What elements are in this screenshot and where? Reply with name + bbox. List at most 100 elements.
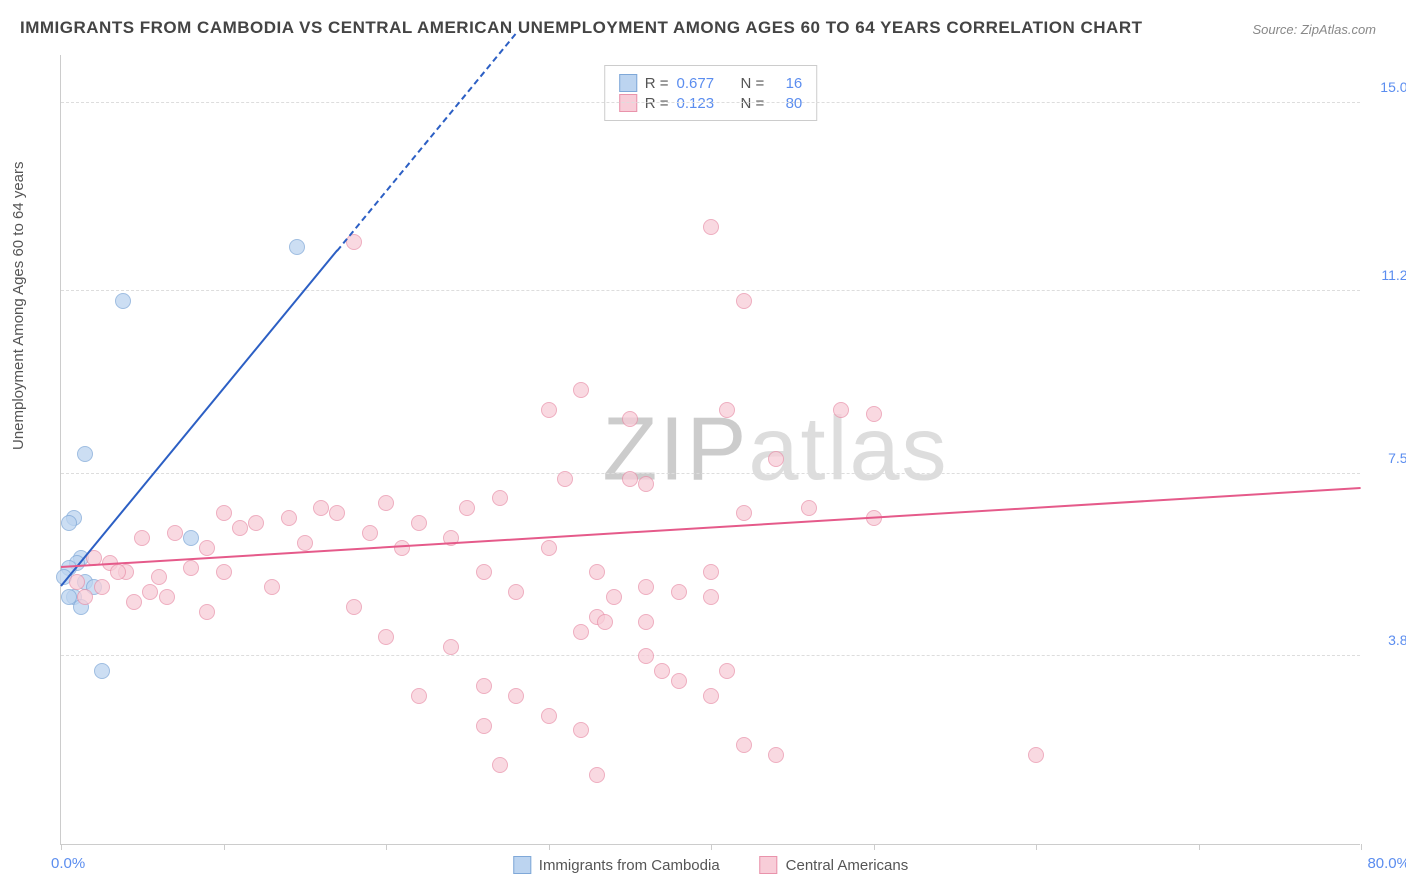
data-point bbox=[77, 589, 93, 605]
data-point bbox=[216, 505, 232, 521]
data-point bbox=[589, 564, 605, 580]
data-point bbox=[248, 515, 264, 531]
data-point bbox=[94, 663, 110, 679]
data-point bbox=[508, 688, 524, 704]
x-axis-min-label: 0.0% bbox=[51, 855, 85, 872]
x-tick-mark bbox=[224, 844, 225, 850]
data-point bbox=[476, 564, 492, 580]
grid-line bbox=[61, 655, 1360, 656]
data-point bbox=[411, 688, 427, 704]
data-point bbox=[362, 525, 378, 541]
data-point bbox=[589, 767, 605, 783]
data-point bbox=[199, 604, 215, 620]
data-point bbox=[459, 500, 475, 516]
legend-swatch bbox=[760, 856, 778, 874]
data-point bbox=[703, 589, 719, 605]
x-tick-mark bbox=[711, 844, 712, 850]
x-tick-mark bbox=[874, 844, 875, 850]
data-point bbox=[94, 579, 110, 595]
chart-plot-area: ZIPatlas R =0.677N =16R =0.123N =80 Immi… bbox=[60, 55, 1360, 845]
data-point bbox=[703, 688, 719, 704]
grid-line bbox=[61, 102, 1360, 103]
data-point bbox=[289, 239, 305, 255]
legend-item: Central Americans bbox=[760, 856, 909, 874]
correlation-legend: R =0.677N =16R =0.123N =80 bbox=[604, 65, 818, 121]
data-point bbox=[541, 540, 557, 556]
y-tick-label: 11.2% bbox=[1365, 267, 1406, 283]
data-point bbox=[573, 722, 589, 738]
data-point bbox=[394, 540, 410, 556]
data-point bbox=[61, 515, 77, 531]
data-point bbox=[492, 490, 508, 506]
data-point bbox=[183, 530, 199, 546]
data-point bbox=[443, 639, 459, 655]
data-point bbox=[557, 471, 573, 487]
legend-n-label: N = bbox=[741, 75, 765, 92]
data-point bbox=[151, 569, 167, 585]
data-point bbox=[142, 584, 158, 600]
data-point bbox=[801, 500, 817, 516]
trend-line bbox=[336, 33, 516, 252]
data-point bbox=[378, 495, 394, 511]
data-point bbox=[329, 505, 345, 521]
x-tick-mark bbox=[1199, 844, 1200, 850]
y-tick-label: 3.8% bbox=[1365, 632, 1406, 648]
data-point bbox=[313, 500, 329, 516]
y-tick-label: 15.0% bbox=[1365, 79, 1406, 95]
y-axis-label: Unemployment Among Ages 60 to 64 years bbox=[10, 161, 27, 450]
data-point bbox=[703, 219, 719, 235]
data-point bbox=[638, 614, 654, 630]
data-point bbox=[654, 663, 670, 679]
x-tick-mark bbox=[1361, 844, 1362, 850]
data-point bbox=[736, 737, 752, 753]
y-tick-label: 7.5% bbox=[1365, 450, 1406, 466]
data-point bbox=[671, 673, 687, 689]
data-point bbox=[167, 525, 183, 541]
x-tick-mark bbox=[1036, 844, 1037, 850]
data-point bbox=[77, 446, 93, 462]
data-point bbox=[573, 624, 589, 640]
data-point bbox=[719, 663, 735, 679]
data-point bbox=[69, 574, 85, 590]
data-point bbox=[476, 678, 492, 694]
data-point bbox=[159, 589, 175, 605]
data-point bbox=[110, 564, 126, 580]
data-point bbox=[541, 708, 557, 724]
data-point bbox=[199, 540, 215, 556]
x-axis-max-label: 80.0% bbox=[1367, 855, 1406, 872]
data-point bbox=[476, 718, 492, 734]
data-point bbox=[768, 747, 784, 763]
data-point bbox=[573, 382, 589, 398]
trend-line bbox=[60, 250, 338, 587]
legend-series-name: Central Americans bbox=[786, 857, 909, 874]
data-point bbox=[492, 757, 508, 773]
data-point bbox=[606, 589, 622, 605]
legend-swatch bbox=[513, 856, 531, 874]
data-point bbox=[232, 520, 248, 536]
legend-swatch bbox=[619, 74, 637, 92]
data-point bbox=[115, 293, 131, 309]
chart-title: IMMIGRANTS FROM CAMBODIA VS CENTRAL AMER… bbox=[20, 18, 1143, 38]
data-point bbox=[703, 564, 719, 580]
data-point bbox=[297, 535, 313, 551]
x-tick-mark bbox=[386, 844, 387, 850]
data-point bbox=[638, 579, 654, 595]
data-point bbox=[1028, 747, 1044, 763]
data-point bbox=[833, 402, 849, 418]
data-point bbox=[638, 648, 654, 664]
data-point bbox=[411, 515, 427, 531]
data-point bbox=[508, 584, 524, 600]
watermark: ZIPatlas bbox=[602, 398, 948, 501]
legend-n-value: 16 bbox=[772, 75, 802, 92]
grid-line bbox=[61, 473, 1360, 474]
legend-r-label: R = bbox=[645, 75, 669, 92]
x-tick-mark bbox=[61, 844, 62, 850]
legend-row: R =0.677N =16 bbox=[619, 74, 803, 92]
data-point bbox=[736, 293, 752, 309]
grid-line bbox=[61, 290, 1360, 291]
data-point bbox=[541, 402, 557, 418]
legend-series-name: Immigrants from Cambodia bbox=[539, 857, 720, 874]
data-point bbox=[671, 584, 687, 600]
source-label: Source: ZipAtlas.com bbox=[1252, 22, 1376, 37]
data-point bbox=[281, 510, 297, 526]
